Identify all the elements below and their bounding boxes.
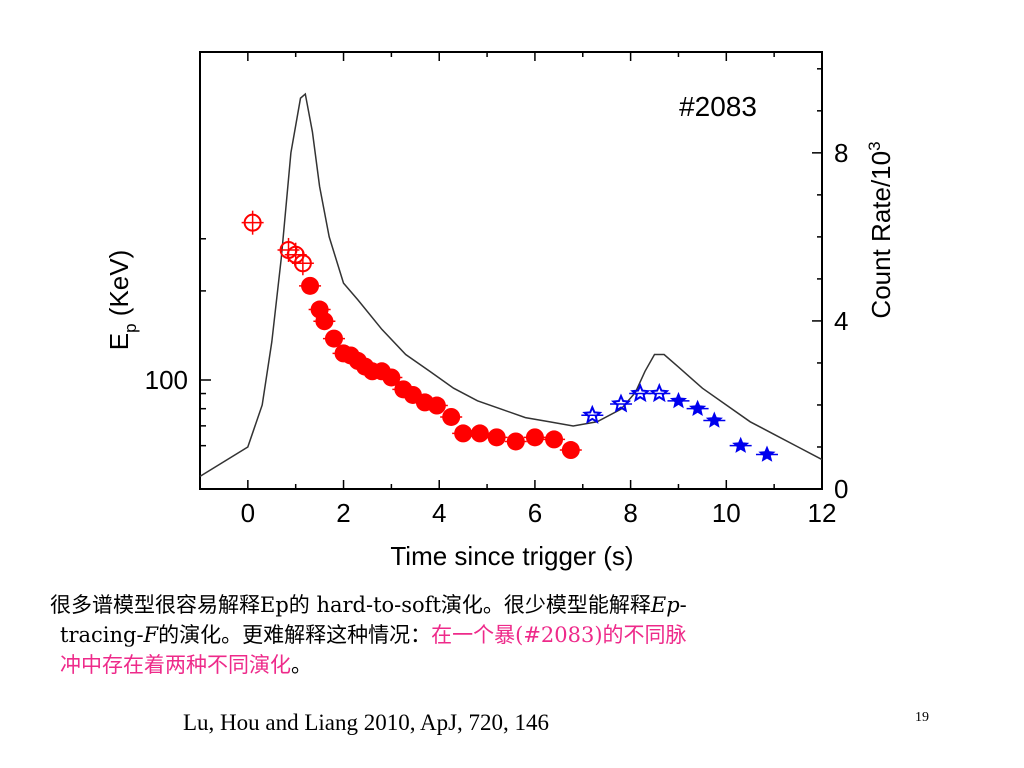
slide-number: 19: [915, 710, 929, 725]
ylabel-right-sup: 3: [865, 141, 884, 150]
ylabel-right-main: Count Rate/10: [866, 151, 896, 319]
x-axis-title: Time since trigger (s): [390, 541, 633, 571]
caption-text-1: 很多谱模型很容易解释Ep的 hard-to-soft演化。很少模型能解释: [50, 593, 651, 617]
x-tick-label: 0: [241, 498, 255, 528]
y-left-tick-label: 100: [145, 365, 188, 395]
x-tick-label: 4: [432, 498, 446, 528]
chart: 0 2 4 6 8 10 12 100 0 4 8 #2083 Time since trigger…: [104, 51, 896, 571]
data-point: [315, 312, 334, 331]
y-axis-ticks: [200, 68, 822, 490]
caption-highlight-2: 在一个暴(#2083)的不同脉: [431, 623, 687, 647]
ylabel-main: E: [104, 333, 134, 350]
data-point: [301, 276, 320, 295]
data-point: [525, 428, 544, 447]
ep-markers: [241, 210, 778, 462]
data-point: [506, 432, 525, 451]
slide-caption: 很多谱模型很容易解释Ep的 hard-to-soft演化。很少模型能解释Ep- …: [50, 590, 960, 680]
y-axis-left-title: Ep (KeV): [104, 250, 140, 351]
svg-text:Count Rate/103: Count Rate/103: [865, 141, 896, 318]
y-axis-right-title: Count Rate/103: [865, 141, 896, 318]
data-point: [561, 441, 580, 460]
caption-line-3: 冲中存在着两种不同演化。: [50, 650, 960, 680]
x-tick-label: 6: [528, 498, 542, 528]
data-point: [487, 428, 506, 447]
caption-tail-1: -: [679, 593, 687, 617]
data-point: [545, 430, 564, 449]
y-right-tick-label: 0: [834, 474, 848, 504]
data-point: [758, 445, 776, 462]
data-point: [669, 391, 687, 409]
tick-labels: 0 2 4 6 8 10 12 100 0 4 8: [145, 138, 849, 528]
x-axis-ticks: [199, 52, 823, 489]
x-tick-label: 2: [336, 498, 350, 528]
data-point: [630, 382, 651, 403]
caption-italic-2: F: [143, 623, 159, 647]
caption-highlight-3: 冲中存在着两种不同演化: [60, 653, 291, 677]
burst-id-label: #2083: [679, 91, 757, 122]
svg-text:Ep (KeV): Ep (KeV): [104, 250, 140, 351]
x-tick-label: 12: [808, 498, 837, 528]
caption-end-3: 。: [291, 653, 312, 677]
ylabel-unit: (KeV): [104, 250, 134, 324]
data-point: [610, 393, 632, 413]
caption-italic-1: Ep: [650, 593, 680, 617]
caption-mid-2: 的演化。更难解释这种情况：: [158, 623, 432, 647]
data-point: [732, 436, 750, 453]
data-point: [705, 411, 723, 428]
caption-line-2: tracing-F的演化。更难解释这种情况：在一个暴(#2083)的不同脉: [50, 620, 960, 650]
x-tick-label: 8: [623, 498, 637, 528]
caption-line-1: 很多谱模型很容易解释Ep的 hard-to-soft演化。很少模型能解释Ep-: [50, 590, 960, 620]
data-point: [442, 407, 461, 426]
x-tick-label: 10: [712, 498, 741, 528]
data-point: [454, 424, 473, 443]
data-point: [582, 404, 603, 424]
data-point: [293, 254, 312, 273]
plot-frame: [199, 51, 823, 490]
ylabel-sub: p: [121, 323, 140, 332]
data-point: [470, 424, 489, 443]
data-point: [649, 382, 670, 403]
data-point: [324, 329, 343, 348]
y-right-tick-label: 8: [834, 138, 848, 168]
count-rate-curve: [199, 92, 823, 478]
data-point: [427, 396, 446, 415]
data-point: [382, 368, 401, 387]
data-point: [689, 399, 707, 416]
citation: Lu, Hou and Liang 2010, ApJ, 720, 146: [183, 710, 550, 735]
y-right-tick-label: 4: [834, 306, 848, 336]
caption-text-2: tracing-: [60, 623, 144, 647]
data-point: [243, 213, 262, 232]
